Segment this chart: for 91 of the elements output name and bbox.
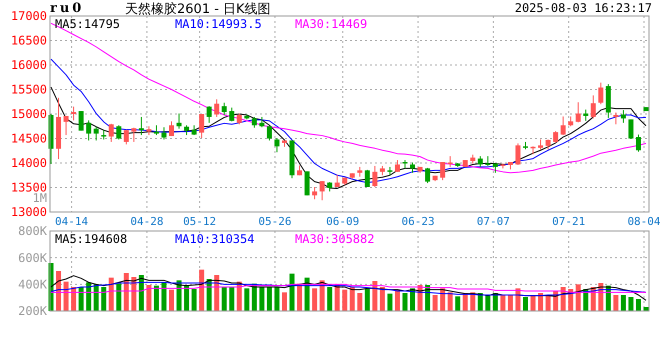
- candlestick: [206, 106, 212, 124]
- candlestick: [154, 124, 159, 136]
- y-tick-label: 17000: [10, 9, 47, 24]
- candlestick: [478, 156, 483, 168]
- candlestick: [184, 124, 190, 136]
- candlestick: [259, 116, 264, 128]
- y-tick-label: 400K: [18, 278, 48, 292]
- candlestick: [515, 142, 520, 166]
- text: MA5:14795: [55, 17, 120, 31]
- candlestick: [380, 165, 385, 176]
- candlestick: [222, 102, 227, 116]
- text: MA30:14469: [295, 17, 368, 31]
- chart-subtitle: ru0: [50, 1, 84, 16]
- x-tick-label: 08-04: [627, 215, 660, 228]
- candlestick: [297, 164, 302, 176]
- candlestick: [448, 156, 453, 168]
- candlestick: [334, 174, 340, 188]
- x-tick-label: 06-09: [326, 215, 360, 228]
- candlestick: [169, 120, 174, 137]
- y-tick-label: 16000: [10, 58, 47, 72]
- candlestick: [372, 165, 378, 188]
- candlestick: [576, 102, 581, 123]
- candlestick: [485, 156, 490, 166]
- candlestick: [229, 107, 234, 122]
- candlestick: [357, 166, 362, 178]
- candlestick: [410, 162, 416, 174]
- text: MA10:14993.5: [175, 17, 262, 31]
- text: MA10:310354: [175, 232, 254, 246]
- candlestick: [192, 124, 197, 136]
- candlestick: [327, 182, 332, 192]
- text: 2025-08-03 16:23:17: [514, 1, 652, 15]
- y-tick-label: 14500: [10, 132, 47, 146]
- candlestick: [553, 130, 558, 144]
- line-series: [50, 282, 646, 296]
- x-tick-label: 06-23: [401, 215, 435, 228]
- candlestick: [64, 115, 69, 136]
- candlestick: [538, 138, 544, 150]
- y-tick-label: 15500: [10, 82, 47, 97]
- y-tick-label: 15000: [10, 107, 47, 122]
- candlestick: [364, 169, 370, 188]
- y-tick-label: 600K: [18, 250, 48, 265]
- line-series: [50, 284, 646, 293]
- x-tick-label: 05-12: [183, 215, 216, 228]
- candlestick: [94, 126, 99, 141]
- candlestick: [583, 109, 588, 122]
- candlestick: [274, 138, 280, 153]
- candlestick: [176, 113, 182, 130]
- x-tick-label: 04-28: [130, 215, 164, 228]
- candlestick: [116, 124, 122, 140]
- candlestick: [138, 116, 144, 136]
- candlestick: [124, 129, 129, 145]
- candlestick: [425, 167, 430, 184]
- text: 1M: [32, 191, 47, 205]
- candlestick: [131, 127, 136, 142]
- candlestick: [86, 120, 92, 141]
- candlestick: [161, 126, 166, 140]
- candlestick: [546, 138, 551, 150]
- candlestick: [590, 94, 596, 119]
- candlestick: [252, 116, 257, 128]
- x-tick-label: 05-26: [258, 215, 292, 228]
- candlestick: [71, 106, 76, 121]
- candlestick: [394, 160, 400, 172]
- candlestick: [560, 116, 566, 136]
- candlestick: [236, 113, 242, 125]
- candlestick: [214, 98, 220, 118]
- candlestick: [628, 118, 634, 140]
- y-tick-label: 13000: [10, 205, 47, 220]
- candlestick: [108, 123, 114, 142]
- candlestick: [320, 180, 325, 201]
- candlestick: [312, 186, 318, 200]
- line-series: [50, 275, 646, 301]
- text: MA30:305882: [295, 232, 374, 246]
- candlestick: [101, 130, 106, 140]
- candlestick: [199, 114, 204, 139]
- x-tick-label: 07-21: [552, 215, 586, 228]
- candlestick: [613, 112, 618, 125]
- y-tick-label: 14000: [10, 156, 47, 170]
- text: MA5:194608: [55, 232, 128, 246]
- y-tick-label: 200K: [18, 304, 48, 318]
- candlestick: [440, 162, 446, 181]
- candlestick: [568, 116, 574, 127]
- candlestick: [78, 110, 84, 132]
- chart-title: 天然橡胶2601 - 日K线图: [125, 2, 271, 17]
- y-tick-label: 16500: [10, 34, 47, 48]
- candlestick: [266, 126, 272, 141]
- x-tick-label: 07-07: [476, 215, 510, 228]
- x-tick-label: 04-14: [55, 215, 89, 228]
- candlestick: [620, 110, 626, 124]
- candlestick: [598, 82, 604, 105]
- y-tick-label: 800K: [18, 224, 48, 238]
- candlestick: [636, 134, 641, 152]
